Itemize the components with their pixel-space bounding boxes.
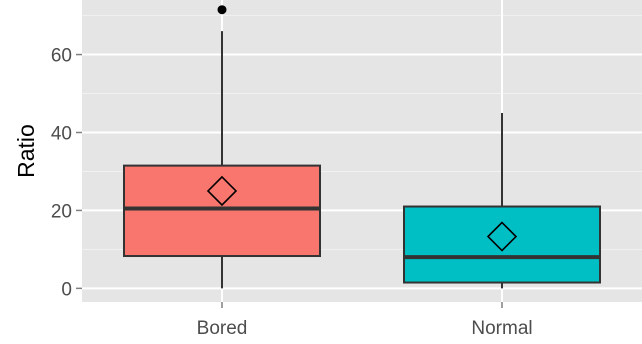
box-series	[123, 5, 601, 289]
box-body	[123, 164, 321, 258]
y-tick-label: 0	[61, 279, 72, 300]
y-tick-label: 20	[51, 201, 72, 222]
mean-marker	[206, 175, 238, 207]
y-axis: 0 20 40 60	[51, 46, 82, 300]
box-normal	[403, 113, 601, 289]
box-body	[403, 205, 601, 284]
y-axis-title: Ratio	[13, 124, 39, 178]
x-axis: Bored Normal	[197, 302, 533, 339]
x-tick-label: Bored	[197, 318, 248, 339]
box-bored	[123, 5, 321, 289]
mean-marker	[486, 221, 518, 252]
y-tick-label: 40	[51, 123, 72, 144]
outlier-point	[217, 5, 227, 15]
x-tick-label: Normal	[471, 318, 532, 339]
y-tick-label: 60	[51, 46, 72, 67]
